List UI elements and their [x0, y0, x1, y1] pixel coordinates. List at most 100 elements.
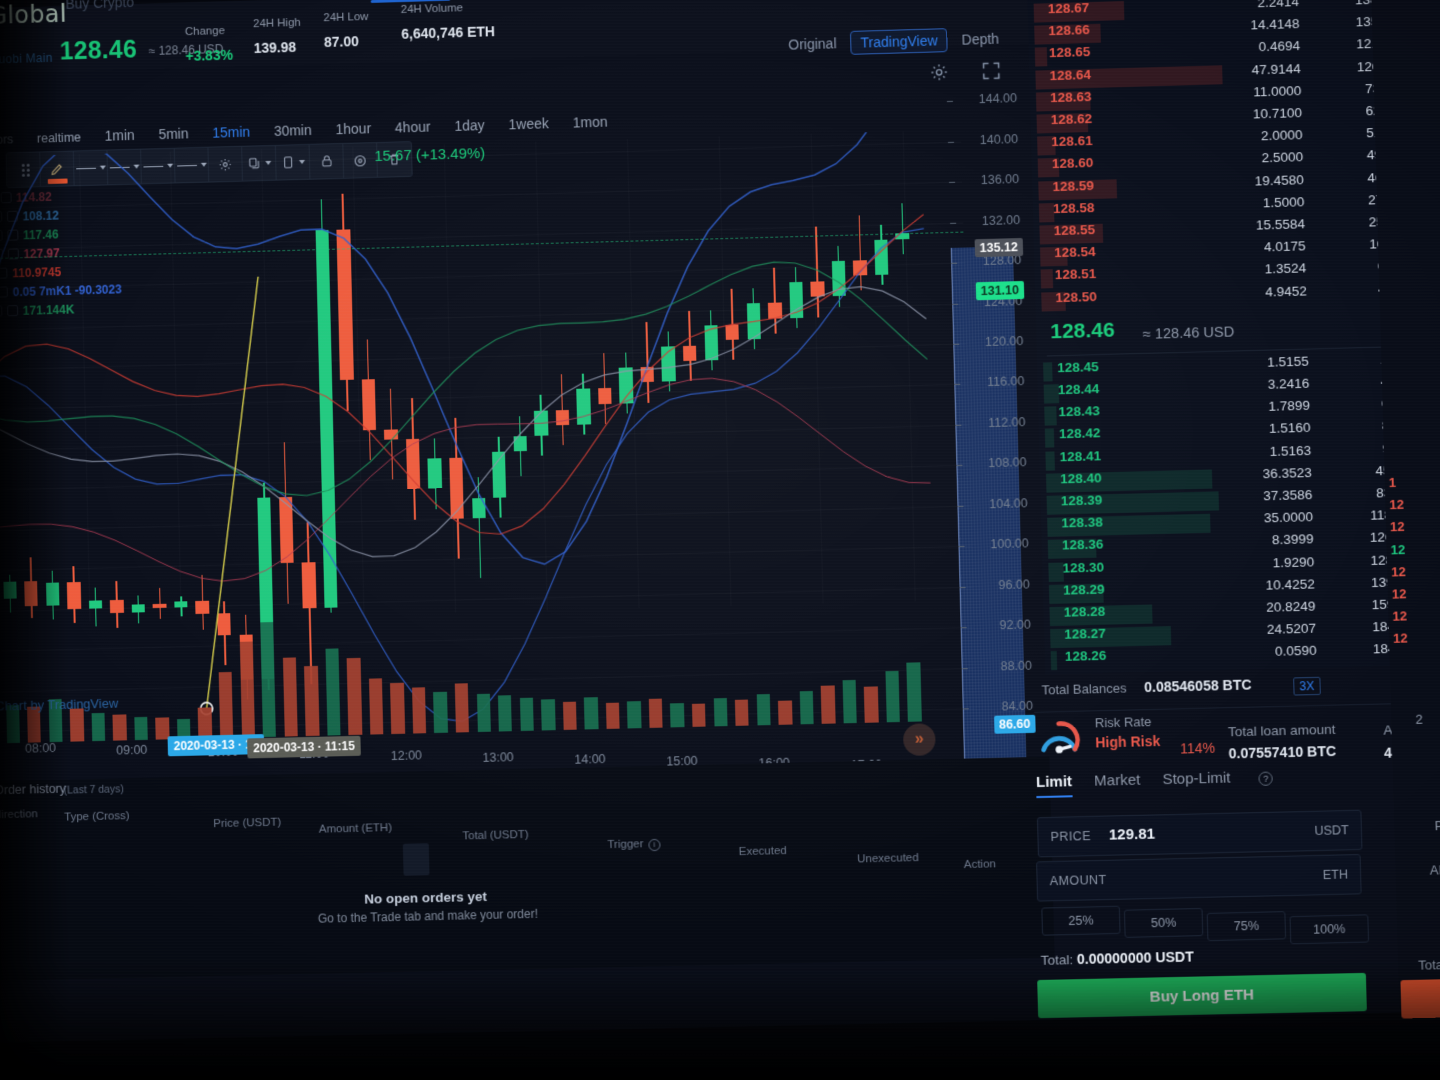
total-loan-block: Total loan amount 0.07557410 BTC [1228, 722, 1337, 762]
percent-100-button[interactable]: 100% [1289, 914, 1370, 945]
chart-type-tradingview[interactable]: TradingView [850, 28, 948, 55]
ob-price: 128.27 [1064, 625, 1107, 642]
tf-30min[interactable]: 30min [273, 121, 312, 139]
price-axis-tick: 140.00 [979, 131, 1019, 147]
ob-amount: 10.4252 [1265, 576, 1315, 593]
gear-icon[interactable] [929, 62, 950, 83]
trigger-info-icon[interactable]: i [648, 838, 661, 852]
ob-mid-approx: ≈ 128.46 USD [1142, 324, 1235, 343]
price-marker-low: 86.60 [993, 714, 1036, 734]
ob-price: 128.43 [1058, 403, 1101, 420]
price-input[interactable]: PRICE 129.81 USDT [1036, 809, 1363, 858]
time-axis-tick: 13:00 [482, 750, 514, 765]
price-axis-tick: 112.00 [987, 414, 1026, 430]
risk-gauge-icon [1036, 718, 1081, 763]
chart-gridline-v [903, 131, 916, 601]
amount-input[interactable]: AMOUNT ETH [1036, 854, 1362, 902]
candle-body [492, 451, 507, 498]
ob-amount: 0.4694 [1258, 38, 1301, 55]
chart-gridline-v [444, 144, 456, 612]
price-axis-tick: 104.00 [989, 495, 1028, 511]
tf-1day[interactable]: 1day [454, 117, 485, 134]
ob-amount: 35.0000 [1263, 509, 1314, 526]
sell-panel-price-row[interactable]: 12 [1389, 496, 1405, 513]
candle-wick [477, 477, 482, 579]
volume-bar [304, 665, 320, 737]
tf-5min[interactable]: 5min [158, 125, 189, 143]
price-axis-tick: 92.00 [999, 617, 1032, 633]
risk-percent-value: 114% [1179, 739, 1216, 757]
tf-15min[interactable]: 15min [212, 123, 251, 141]
ob-price: 128.29 [1062, 581, 1105, 598]
orders-panel: Order history (Last 7 days) direction Ty… [0, 756, 1055, 981]
stat-change-value: +3.83% [185, 46, 234, 64]
sell-panel-price-row[interactable]: 12 [1391, 586, 1407, 602]
price-axis-tick-mark [954, 384, 961, 386]
buy-long-button[interactable]: Buy Long ETH [1037, 972, 1367, 1019]
volume-bar [842, 679, 857, 724]
candle-wick [773, 267, 777, 334]
price-axis-tick-mark [946, 101, 953, 103]
ob-amount: 36.3523 [1262, 464, 1312, 482]
percent-25-button[interactable]: 25% [1041, 905, 1121, 936]
price-axis-tick-mark [959, 586, 966, 588]
volume-bar [239, 641, 255, 738]
tab-stop-limit[interactable]: Stop-Limit [1162, 769, 1231, 789]
ob-amount: 24.5207 [1266, 620, 1317, 638]
tf-4hour[interactable]: 4hour [394, 118, 431, 136]
candle-body [576, 388, 591, 425]
sell-panel-price-row[interactable]: 12 [1389, 519, 1405, 535]
nav-buy-crypto[interactable]: Buy Crypto [65, 0, 135, 12]
order-type-tabs[interactable]: Limit Market Stop-Limit ? [1035, 768, 1274, 792]
sell-panel-price-row[interactable]: 1 [1388, 474, 1397, 491]
chart-type-switcher[interactable]: Original TradingView Depth [788, 27, 999, 57]
candle-body [88, 599, 103, 609]
risk-rate-block: Risk Rate High Risk 114% [1095, 714, 1216, 757]
question-icon[interactable]: ? [1258, 771, 1274, 786]
chart-type-depth[interactable]: Depth [961, 30, 1000, 48]
chart-type-original[interactable]: Original [788, 35, 837, 53]
ob-price: 128.65 [1048, 44, 1091, 61]
amount-input-unit: ETH [1322, 867, 1349, 883]
tab-limit[interactable]: Limit [1035, 773, 1073, 792]
price-axis-tick: 116.00 [986, 374, 1025, 390]
ob-amount: 0.0590 [1274, 643, 1317, 660]
price-axis-tick-mark [961, 667, 968, 669]
chart-icon-group[interactable] [929, 61, 1002, 83]
ob-price: 128.30 [1062, 559, 1105, 576]
candle-body [131, 603, 145, 613]
leverage-badge[interactable]: 3X [1293, 676, 1321, 696]
ob-amount: 1.9290 [1272, 553, 1315, 570]
tab-market[interactable]: Market [1093, 771, 1141, 790]
ob-price: 128.51 [1054, 266, 1097, 283]
price-axis-tick: 120.00 [984, 333, 1024, 350]
tf-1min[interactable]: 1min [104, 126, 135, 144]
chart-gridline-v [79, 154, 91, 621]
chart-watermark: Chart by TradingView [0, 695, 119, 714]
ob-amount: 11.0000 [1252, 82, 1302, 100]
ob-price: 128.26 [1064, 648, 1107, 665]
sell-panel-prices: 1 12 12 12 12 12 12 12 [1389, 475, 1409, 654]
tf-1hour[interactable]: 1hour [335, 120, 372, 138]
col-amount: Amount (ETH) [318, 822, 393, 836]
ob-price: 128.54 [1054, 244, 1096, 261]
chart-gridline [0, 546, 972, 572]
sell-panel-price-row[interactable]: 12 [1392, 630, 1408, 647]
tf-1week[interactable]: 1week [508, 115, 549, 133]
sell-panel-price-row[interactable]: 12 [1390, 541, 1406, 557]
price-chart[interactable] [0, 130, 977, 774]
ob-amount: 19.4580 [1254, 171, 1304, 189]
tf-indicators[interactable]: cators [0, 132, 14, 148]
tf-1mon[interactable]: 1mon [572, 113, 608, 131]
sell-panel-price-row[interactable]: 12 [1392, 608, 1408, 624]
tf-realtime[interactable]: realtime [36, 130, 82, 146]
percent-50-button[interactable]: 50% [1123, 907, 1204, 938]
percent-75-button[interactable]: 75% [1206, 911, 1287, 942]
candlestick-pane[interactable] [0, 130, 973, 625]
chart-gridline [0, 182, 962, 211]
ob-amount: 3.2416 [1267, 375, 1310, 392]
fullscreen-icon[interactable] [981, 61, 1002, 82]
sell-short-button[interactable] [1400, 978, 1440, 1019]
sell-panel-price-row[interactable]: 12 [1390, 563, 1407, 580]
candle-body [45, 582, 60, 606]
